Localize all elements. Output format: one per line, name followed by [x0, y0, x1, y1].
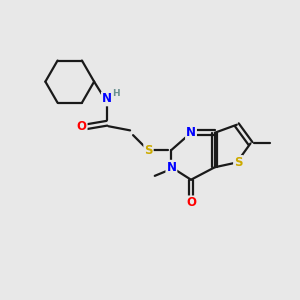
Text: O: O — [186, 196, 196, 209]
Text: N: N — [186, 126, 196, 139]
Text: H: H — [112, 89, 120, 98]
Text: S: S — [234, 156, 242, 169]
Text: N: N — [102, 92, 112, 105]
Text: N: N — [167, 161, 176, 174]
Text: S: S — [144, 143, 153, 157]
Text: O: O — [76, 120, 87, 133]
